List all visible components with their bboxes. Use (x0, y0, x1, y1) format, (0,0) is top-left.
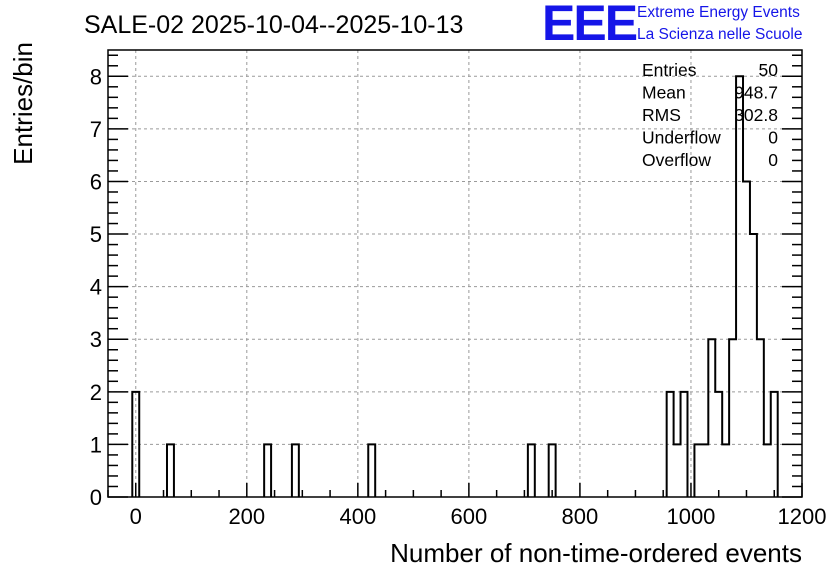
stats-label: Mean (642, 83, 686, 103)
histogram-bar (264, 444, 271, 497)
histogram-bar (750, 234, 757, 497)
x-tick-label: 600 (451, 504, 488, 529)
stats-value: 50 (759, 60, 779, 80)
histogram-bar (743, 181, 750, 497)
stats-value: 948.7 (734, 83, 778, 103)
y-tick-label: 1 (90, 432, 102, 457)
tick-labels: 0 200 400 600 800 1000 1200 0 1 2 3 4 5 6 7 8 (90, 64, 827, 529)
logo-line-2: La Scienza nelle Scuole (637, 26, 802, 43)
y-tick-label: 5 (90, 222, 102, 247)
x-tick-label: 200 (228, 504, 265, 529)
y-tick-label: 7 (90, 117, 102, 142)
histogram-bar (674, 444, 681, 497)
histogram-bar (167, 444, 174, 497)
histogram-outline (131, 75, 779, 497)
y-tick-label: 6 (90, 169, 102, 194)
x-tick-label: 1000 (666, 504, 715, 529)
stats-value: 0 (768, 128, 778, 148)
stats-label: Entries (642, 60, 697, 80)
logo-mark: EEE (542, 0, 637, 51)
y-tick-label: 8 (90, 64, 102, 89)
histogram-bar (757, 339, 764, 497)
x-tick-label: 1200 (778, 504, 827, 529)
stats-label: Overflow (642, 150, 711, 170)
histogram-bar (681, 392, 688, 497)
axes (107, 49, 803, 498)
eee-logo: EEE Extreme Energy Events La Scienza nel… (542, 0, 802, 51)
x-tick-label: 800 (562, 504, 599, 529)
stats-box: Entries 50 Mean 948.7 RMS 302.8 Underflow 0 Over… (642, 60, 778, 170)
histogram-bar (771, 392, 778, 497)
logo-line-1: Extreme Energy Events (637, 4, 800, 21)
y-axis-title: Entries/bin (8, 42, 38, 165)
x-axis-title: Number of non-time-ordered events (390, 538, 802, 568)
histogram-bar (667, 392, 674, 497)
stats-label: Underflow (642, 128, 721, 148)
x-tick-label: 400 (339, 504, 376, 529)
plot-frame (107, 49, 803, 498)
y-tick-label: 4 (90, 275, 102, 300)
histogram-bar (764, 444, 771, 497)
histogram-bar (528, 444, 535, 497)
y-tick-label: 2 (90, 380, 102, 405)
stats-label: RMS (642, 105, 681, 125)
histogram-bar (292, 444, 299, 497)
stats-value: 302.8 (734, 105, 778, 125)
histogram-bar (694, 444, 701, 497)
histogram-bar (729, 339, 736, 497)
histogram-bar (549, 444, 556, 497)
chart-title: SALE-02 2025-10-04--2025-10-13 (84, 11, 463, 39)
histogram-bars (131, 75, 779, 497)
histogram-bar (368, 444, 375, 497)
histogram-bar (708, 339, 715, 497)
y-tick-label: 3 (90, 327, 102, 352)
histogram-bar (736, 76, 743, 497)
y-tick-label: 0 (90, 485, 102, 510)
histogram-bar (701, 444, 708, 497)
histogram-bar (722, 444, 729, 497)
histogram-bar (715, 392, 722, 497)
x-tick-label: 0 (130, 504, 142, 529)
stats-value: 0 (768, 150, 778, 170)
histogram-bar (132, 392, 139, 497)
